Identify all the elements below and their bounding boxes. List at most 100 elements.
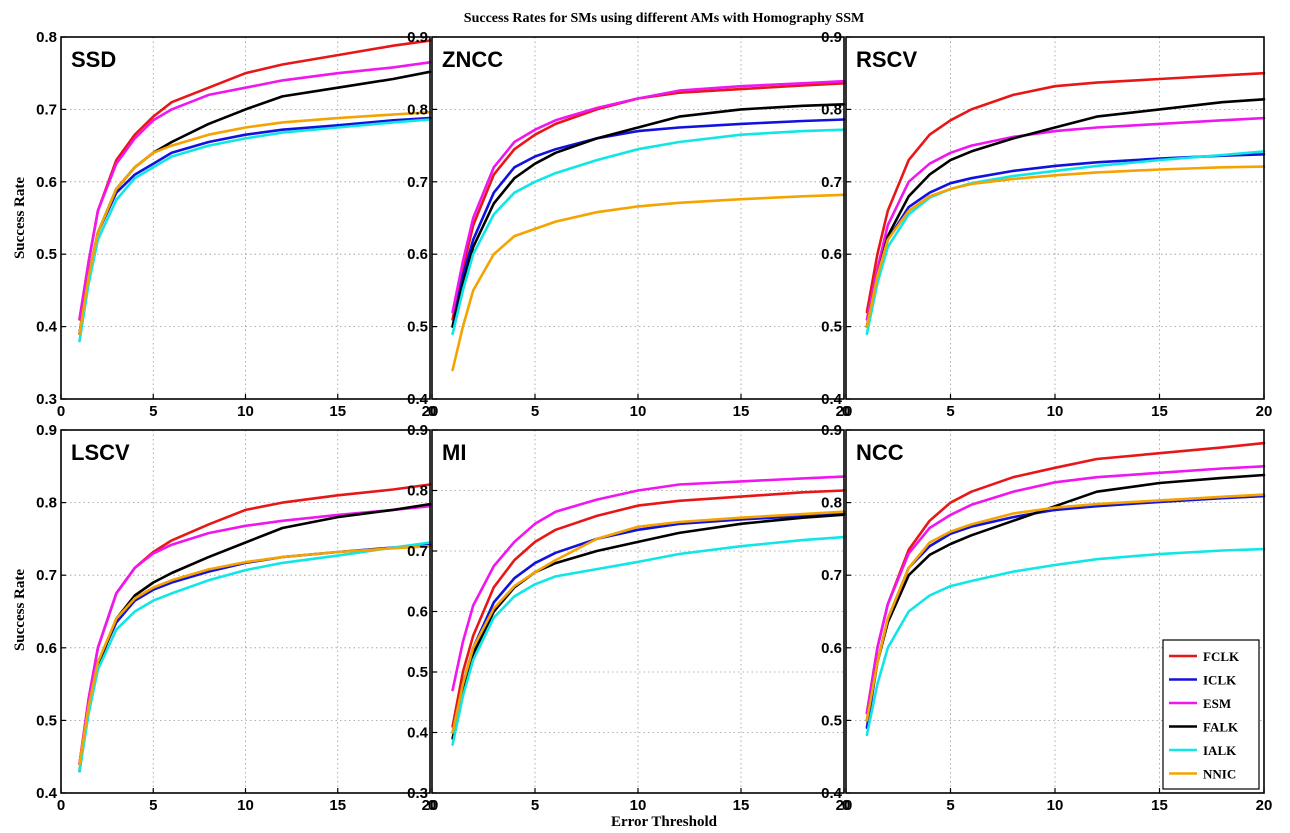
y-tick-label: 0.5 [36, 246, 57, 263]
panel-title-rscv: RSCV [856, 47, 917, 72]
series-line-fclk [451, 82, 846, 321]
x-tick-label: 10 [630, 797, 647, 814]
y-tick-label: 0.7 [821, 567, 842, 584]
series-line-ialk [78, 118, 432, 343]
legend-label-falk: FALK [1203, 720, 1239, 735]
y-tick-label: 0.5 [821, 712, 842, 729]
panel-title-zncc: ZNCC [442, 47, 503, 72]
x-tick-label: 20 [422, 403, 439, 420]
series-line-iclk [451, 118, 846, 328]
y-tick-label: 0.7 [407, 174, 428, 191]
series-line-ialk [865, 547, 1266, 737]
x-tick-label: 20 [1256, 797, 1273, 814]
y-tick-label: 0.6 [36, 640, 57, 657]
x-tick-label: 10 [1047, 797, 1064, 814]
legend-label-fclk: FCLK [1203, 649, 1240, 664]
series-line-esm [865, 464, 1266, 715]
series-line-esm [78, 60, 432, 321]
y-tick-label: 0.8 [407, 483, 428, 500]
x-tick-label: 10 [237, 403, 254, 420]
panel-mi: 0 5 10 15 200.30.40.50.60.70.80.9MI [407, 422, 852, 814]
y-tick-label: 0.4 [821, 391, 843, 408]
series-line-nnic [78, 111, 432, 336]
series-line-ialk [451, 535, 846, 746]
y-tick-label: 0.9 [821, 422, 842, 439]
legend-label-iclk: ICLK [1203, 673, 1237, 688]
series-line-nnic [865, 165, 1266, 328]
series-line-ialk [451, 128, 846, 336]
x-tick-label: 5 [946, 797, 954, 814]
y-tick-label: 0.5 [36, 712, 57, 729]
y-tick-label: 0.8 [36, 495, 57, 512]
y-tick-label: 0.6 [36, 174, 57, 191]
x-tick-label: 20 [1256, 403, 1273, 420]
y-tick-label: 0.4 [407, 725, 429, 742]
panel-title-ncc: NCC [856, 440, 904, 465]
series-line-esm [865, 116, 1266, 321]
y-axis-label-bottom: Success Rate [12, 569, 28, 651]
x-tick-label: 5 [531, 797, 539, 814]
legend-box [1162, 639, 1260, 790]
y-tick-label: 0.6 [821, 246, 842, 263]
x-tick-label: 0 [842, 797, 850, 814]
x-tick-label: 20 [836, 797, 853, 814]
x-tick-label: 0 [57, 403, 65, 420]
x-tick-label: 15 [1151, 797, 1168, 814]
y-tick-label: 0.5 [407, 319, 428, 336]
x-tick-label: 0 [428, 797, 436, 814]
panel-title-lscv: LSCV [71, 440, 130, 465]
legend: FCLK ICLK ESM FALK IALK NNIC [1162, 639, 1260, 790]
x-tick-label: 20 [422, 797, 439, 814]
y-tick-label: 0.7 [407, 543, 428, 560]
panel-title-mi: MI [442, 440, 466, 465]
x-tick-label: 0 [57, 797, 65, 814]
y-tick-label: 0.8 [821, 495, 842, 512]
x-tick-label: 10 [1047, 403, 1064, 420]
y-tick-label: 0.9 [407, 422, 428, 439]
legend-label-nnic: NNIC [1203, 767, 1236, 782]
y-tick-label: 0.9 [821, 29, 842, 46]
series-line-falk [451, 103, 846, 328]
y-tick-label: 0.7 [821, 174, 842, 191]
legend-label-esm: ESM [1203, 696, 1231, 711]
series-line-fclk [865, 71, 1266, 314]
y-tick-label: 0.8 [821, 101, 842, 118]
y-tick-label: 0.7 [36, 101, 57, 118]
panel-title-ssd: SSD [71, 47, 116, 72]
series-line-nnic [78, 544, 432, 766]
y-tick-label: 0.7 [36, 567, 57, 584]
series-line-fclk [451, 489, 846, 728]
x-tick-label: 5 [531, 403, 539, 420]
series-line-falk [865, 98, 1266, 328]
series-line-esm [451, 475, 846, 692]
panel-ssd: 0 5 10 15 20 0.3 0.4 0.5 0.6 0.7 0.8 SSD [36, 29, 438, 420]
x-tick-label: 5 [946, 403, 954, 420]
y-tick-label: 0.4 [407, 391, 429, 408]
series-line-esm [78, 504, 432, 766]
y-tick-label: 0.8 [407, 101, 428, 118]
y-tick-label: 0.9 [407, 29, 428, 46]
y-tick-label: 0.3 [36, 391, 57, 408]
x-tick-label: 10 [237, 797, 254, 814]
y-tick-label: 0.6 [821, 640, 842, 657]
y-axis-label-top: Success Rate [12, 177, 28, 259]
x-tick-label: 0 [842, 403, 850, 420]
series-line-nnic [451, 193, 846, 372]
series-line-falk [451, 513, 846, 740]
x-tick-label: 15 [1151, 403, 1168, 420]
figure-title: Success Rates for SMs using different AM… [464, 11, 864, 26]
series-line-nnic [865, 493, 1266, 722]
y-tick-label: 0.6 [407, 604, 428, 621]
y-tick-label: 0.4 [821, 785, 843, 802]
legend-label-ialk: IALK [1203, 743, 1237, 758]
y-tick-label: 0.6 [407, 246, 428, 263]
x-tick-label: 0 [428, 403, 436, 420]
x-tick-label: 15 [329, 797, 346, 814]
y-tick-label: 0.9 [36, 422, 57, 439]
y-tick-label: 0.5 [407, 664, 428, 681]
series-line-ialk [78, 541, 432, 773]
